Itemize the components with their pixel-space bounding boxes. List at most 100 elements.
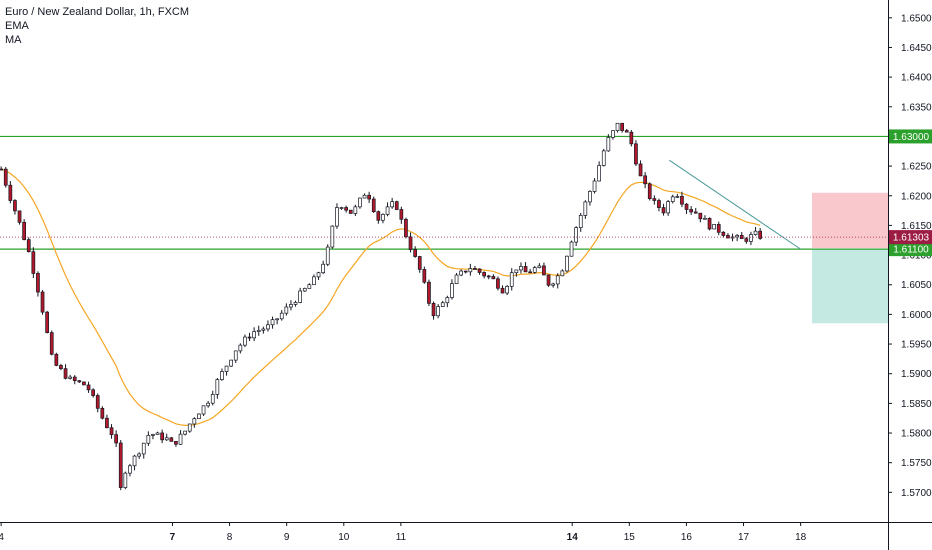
candle[interactable] <box>555 275 560 285</box>
candle[interactable] <box>394 201 399 210</box>
candle[interactable] <box>468 268 473 273</box>
candle[interactable] <box>95 395 100 409</box>
candle[interactable] <box>482 272 486 277</box>
candle[interactable] <box>744 238 749 242</box>
candle[interactable] <box>583 201 588 216</box>
candle[interactable] <box>643 175 647 185</box>
candle[interactable] <box>160 432 164 441</box>
candle[interactable] <box>72 376 77 382</box>
candle[interactable] <box>698 212 703 220</box>
candle[interactable] <box>3 168 8 186</box>
candle[interactable] <box>496 278 500 289</box>
candle[interactable] <box>49 332 54 355</box>
candle[interactable] <box>371 198 376 213</box>
candle[interactable] <box>353 206 358 214</box>
candle[interactable] <box>657 200 661 208</box>
candle[interactable] <box>302 288 307 292</box>
candle[interactable] <box>615 122 620 132</box>
candle[interactable] <box>546 274 551 286</box>
candle[interactable] <box>201 405 206 415</box>
candle[interactable] <box>344 207 348 211</box>
candle[interactable] <box>289 304 293 308</box>
candle[interactable] <box>532 267 537 273</box>
candle[interactable] <box>721 231 726 236</box>
candle[interactable] <box>707 217 712 230</box>
candle[interactable] <box>569 241 574 257</box>
candle[interactable] <box>86 384 91 391</box>
candle[interactable] <box>551 283 555 286</box>
candle[interactable] <box>606 137 611 152</box>
take-profit-zone[interactable] <box>812 249 888 324</box>
candle[interactable] <box>54 353 59 366</box>
candle[interactable] <box>146 435 151 444</box>
candle[interactable] <box>445 297 450 304</box>
candle[interactable] <box>275 318 279 321</box>
candle[interactable] <box>215 379 220 395</box>
candle[interactable] <box>509 272 514 287</box>
candle[interactable] <box>312 276 316 286</box>
candle[interactable] <box>279 312 284 320</box>
candle[interactable] <box>463 270 468 273</box>
candle[interactable] <box>132 455 137 467</box>
candle[interactable] <box>638 163 643 177</box>
candle[interactable] <box>128 465 132 474</box>
candle[interactable] <box>703 217 707 220</box>
candle[interactable] <box>325 246 330 265</box>
candle[interactable] <box>390 201 394 208</box>
candle[interactable] <box>36 273 40 293</box>
candle[interactable] <box>40 291 45 313</box>
candle[interactable] <box>59 365 63 369</box>
candle[interactable] <box>652 198 657 201</box>
candle[interactable] <box>712 224 716 230</box>
descending-trendline[interactable] <box>669 159 801 250</box>
candle[interactable] <box>243 336 247 346</box>
candle[interactable] <box>26 239 31 253</box>
candle[interactable] <box>339 207 344 209</box>
candle[interactable] <box>270 319 275 326</box>
candle[interactable] <box>174 441 178 445</box>
candle[interactable] <box>261 328 266 331</box>
ma-indicator-label[interactable]: MA <box>5 34 22 46</box>
candle[interactable] <box>634 143 638 165</box>
candle[interactable] <box>680 196 684 205</box>
ema-line[interactable] <box>0 168 761 427</box>
candle[interactable] <box>661 207 666 214</box>
candle[interactable] <box>335 207 339 227</box>
candle[interactable] <box>164 437 169 441</box>
candle[interactable] <box>574 227 578 243</box>
candle[interactable] <box>523 266 528 273</box>
candle[interactable] <box>169 437 174 442</box>
candle[interactable] <box>735 235 739 238</box>
candle[interactable] <box>620 122 624 131</box>
candle[interactable] <box>514 269 519 274</box>
candle[interactable] <box>77 380 82 383</box>
candle[interactable] <box>256 329 261 332</box>
candle[interactable] <box>17 210 22 223</box>
candle[interactable] <box>491 276 496 280</box>
candle[interactable] <box>500 287 505 294</box>
candle[interactable] <box>629 131 634 145</box>
candle[interactable] <box>252 331 256 339</box>
candle[interactable] <box>100 407 105 419</box>
candle[interactable] <box>367 194 371 200</box>
candle[interactable] <box>321 263 325 274</box>
candle[interactable] <box>560 270 565 277</box>
candle[interactable] <box>197 413 201 419</box>
candle[interactable] <box>427 281 431 304</box>
candle[interactable] <box>477 268 482 273</box>
candle[interactable] <box>565 255 569 272</box>
candle[interactable] <box>210 394 215 404</box>
candle[interactable] <box>8 184 13 201</box>
candle[interactable] <box>0 168 3 171</box>
candle[interactable] <box>13 200 17 212</box>
candle[interactable] <box>385 206 390 215</box>
candle[interactable] <box>362 194 367 199</box>
candle[interactable] <box>68 376 72 379</box>
candle[interactable] <box>597 165 601 182</box>
candle[interactable] <box>431 303 436 317</box>
candle[interactable] <box>348 209 353 214</box>
candle[interactable] <box>684 203 689 210</box>
candle[interactable] <box>436 306 440 317</box>
